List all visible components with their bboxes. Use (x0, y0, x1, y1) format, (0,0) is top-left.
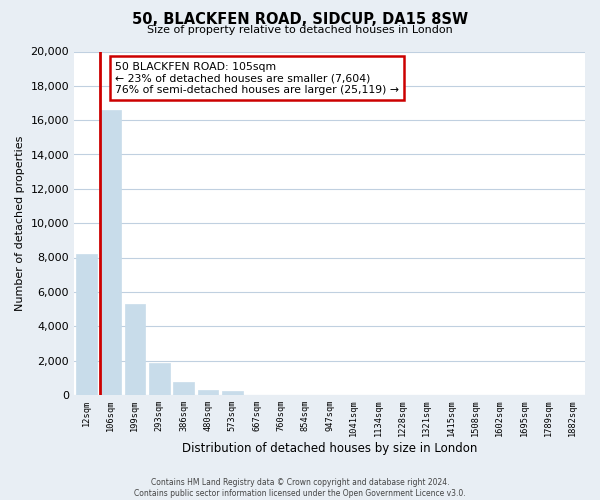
Bar (76, 254, 97, 395)
Text: Contains HM Land Registry data © Crown copyright and database right 2024.
Contai: Contains HM Land Registry data © Crown c… (134, 478, 466, 498)
Bar (149, 363, 170, 395)
Text: Size of property relative to detached houses in London: Size of property relative to detached ho… (147, 25, 453, 35)
Text: 50, BLACKFEN ROAD, SIDCUP, DA15 8SW: 50, BLACKFEN ROAD, SIDCUP, DA15 8SW (132, 12, 468, 28)
Bar (197, 390, 218, 395)
Text: 50 BLACKFEN ROAD: 105sqm
← 23% of detached houses are smaller (7,604)
76% of sem: 50 BLACKFEN ROAD: 105sqm ← 23% of detach… (115, 62, 399, 95)
Y-axis label: Number of detached properties: Number of detached properties (15, 136, 25, 311)
Bar (125, 304, 145, 395)
X-axis label: Distribution of detached houses by size in London: Distribution of detached houses by size … (182, 442, 477, 455)
Bar (173, 382, 194, 395)
Bar (100, 110, 121, 395)
Bar (222, 392, 242, 395)
